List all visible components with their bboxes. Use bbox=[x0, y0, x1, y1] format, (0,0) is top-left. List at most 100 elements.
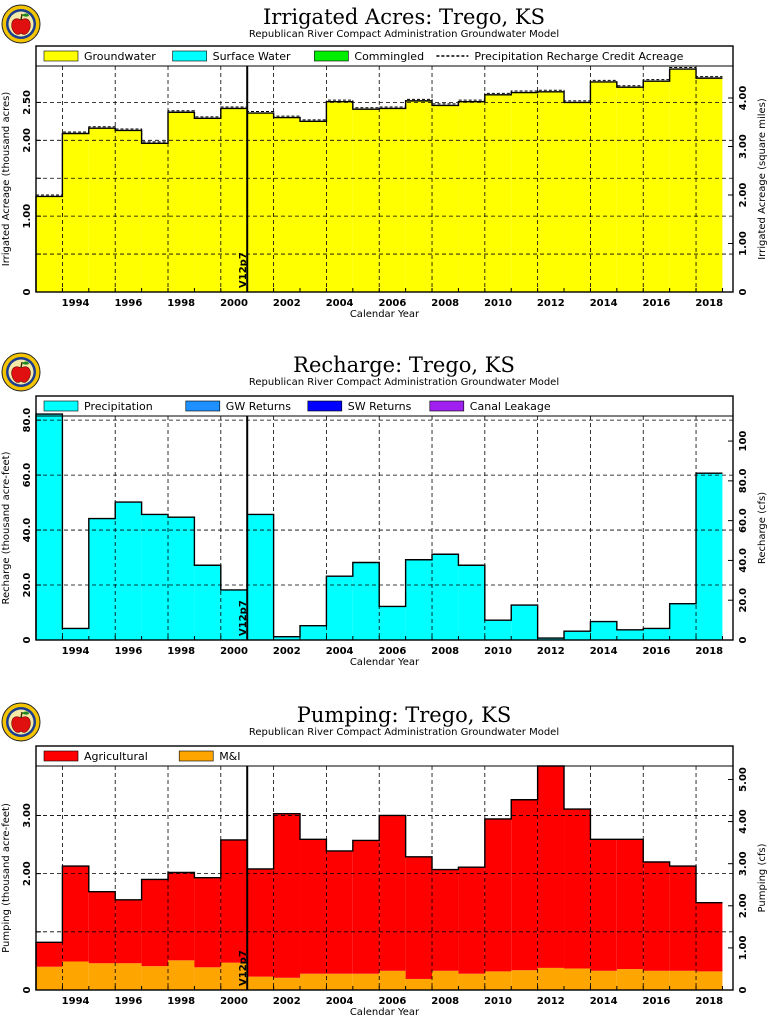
bar-m-i-1994 bbox=[62, 961, 89, 990]
bar-agricultural-2012 bbox=[537, 766, 565, 968]
bar-agricultural-2000 bbox=[220, 839, 248, 963]
chart-subtitle: Republican River Compact Administration … bbox=[249, 29, 559, 40]
bar-precipitation-2006 bbox=[379, 607, 406, 640]
y-axis-label: Irrigated Acreage (thousand acres) bbox=[1, 92, 12, 267]
apple-logo bbox=[1, 352, 41, 392]
bar-precipitation-2000 bbox=[220, 590, 248, 640]
chart-subtitle: Republican River Compact Administration … bbox=[249, 377, 559, 388]
y-tick-label: 1.00 bbox=[22, 204, 33, 229]
x-tick-label: 1994 bbox=[62, 298, 90, 309]
version-marker-label: V12p7 bbox=[238, 950, 249, 986]
bar-agricultural-2013 bbox=[564, 809, 591, 969]
bar-agricultural-2015 bbox=[616, 839, 644, 970]
bar-groundwater-1998 bbox=[168, 112, 195, 292]
x-axis: 1994 1996 1998 2000 2002 2004 2006 2008 2010 2012… bbox=[62, 986, 723, 1018]
y2-tick-label: 1.00 bbox=[738, 231, 749, 256]
bar-m-i-1996 bbox=[115, 963, 142, 990]
legend-swatch bbox=[185, 400, 221, 412]
x-tick-label: 2000 bbox=[220, 996, 248, 1007]
bar-agricultural-1998 bbox=[168, 872, 195, 961]
bar-agricultural-2002 bbox=[273, 813, 301, 978]
bar-precipitation-1996 bbox=[115, 502, 142, 640]
bar-agricultural-2008 bbox=[432, 869, 459, 971]
y-axis-left: 0 20.0 40.0 60.0 80.0 Recharge (thousand acre… bbox=[1, 408, 41, 643]
bar-agricultural-2006 bbox=[379, 815, 406, 971]
version-marker-label: V12p7 bbox=[238, 600, 249, 636]
bar-m-i-2002 bbox=[273, 977, 301, 990]
x-tick-label: 2016 bbox=[643, 996, 671, 1007]
plot-frame bbox=[35, 745, 734, 991]
y-tick-label: 80.0 bbox=[22, 408, 33, 433]
bar-groundwater-2014 bbox=[590, 81, 617, 292]
x-tick-label: 1998 bbox=[167, 298, 195, 309]
bar-groundwater-2010 bbox=[484, 94, 512, 293]
bar-groundwater-2001 bbox=[247, 113, 274, 292]
y2-tick-label: 60.0 bbox=[738, 508, 749, 533]
credit-acreage-line bbox=[36, 67, 723, 196]
legend-entry: Surface Water bbox=[213, 50, 291, 63]
y-axis-right: 0 1.00 2.00 3.00 4.00 5.00 Pumping (cfs) bbox=[728, 767, 768, 993]
y-axis-left: 0 2.00 3.00 Pumping (thousand acre-feet) bbox=[1, 803, 41, 993]
x-tick-label: 2010 bbox=[484, 996, 512, 1007]
bar-m-i-2009 bbox=[458, 973, 485, 990]
x-tick-label: 2012 bbox=[537, 298, 565, 309]
bar-agricultural-2009 bbox=[458, 867, 485, 974]
x-tick-label: 2002 bbox=[273, 996, 301, 1007]
bar-groundwater-2003 bbox=[300, 121, 327, 292]
plot-frame bbox=[35, 395, 734, 641]
legend-swatch bbox=[178, 750, 214, 762]
bar-groundwater-2005 bbox=[352, 109, 380, 293]
legend-entry: Agricultural bbox=[84, 750, 148, 763]
y-tick-label: 0 bbox=[22, 986, 33, 993]
y-axis-right: 0 20.0 40.0 60.0 80.0 100 Recharge (cfs) bbox=[728, 431, 768, 643]
bar-m-i-1998 bbox=[168, 960, 195, 990]
bar-precipitation-2013 bbox=[564, 631, 591, 640]
bar-agricultural-2010 bbox=[484, 818, 512, 972]
x-tick-label: 2010 bbox=[484, 646, 512, 657]
bar-groundwater-2009 bbox=[458, 101, 485, 293]
y2-axis-label: Irrigated Acreage (square miles) bbox=[757, 98, 768, 260]
x-tick-label: 2000 bbox=[220, 298, 248, 309]
y2-tick-label: 5.00 bbox=[738, 767, 749, 792]
y-tick-label: 60.0 bbox=[22, 463, 33, 488]
y-tick-label: 0 bbox=[22, 636, 33, 643]
bar-m-i-2000 bbox=[220, 962, 248, 990]
x-tick-label: 2002 bbox=[273, 298, 301, 309]
bar-precipitation-2001 bbox=[247, 514, 274, 640]
bar-precipitation-2010 bbox=[484, 620, 512, 640]
x-tick-label: 2016 bbox=[643, 298, 671, 309]
bar-agricultural-2016 bbox=[643, 862, 670, 971]
chart-title: Recharge: Trego, KS bbox=[293, 353, 515, 377]
y2-tick-label: 4.00 bbox=[738, 86, 749, 111]
bar-groundwater-2004 bbox=[326, 101, 353, 293]
bar-agricultural-1994 bbox=[62, 866, 89, 962]
x-tick-label: 2012 bbox=[537, 996, 565, 1007]
bar-precipitation-2003 bbox=[300, 626, 327, 640]
y-axis-left: 0 1.00 2.00 2.50 Irrigated Acreage (thousand… bbox=[1, 90, 41, 295]
bar-m-i-2017 bbox=[669, 970, 697, 990]
x-axis-label: Calendar Year bbox=[350, 1007, 420, 1018]
bar-precipitation-1994 bbox=[62, 629, 89, 640]
bars bbox=[35, 765, 723, 990]
bar-agricultural-2018 bbox=[696, 902, 723, 972]
grid bbox=[36, 66, 733, 292]
legend: Groundwater Surface Water Commingled Precip… bbox=[36, 50, 733, 67]
x-tick-label: 2008 bbox=[431, 298, 459, 309]
x-tick-label: 2018 bbox=[695, 298, 723, 309]
legend-swatch bbox=[43, 400, 79, 412]
legend-entry: Precipitation bbox=[84, 400, 153, 413]
bars bbox=[35, 67, 723, 293]
bar-groundwater-1993 bbox=[36, 196, 63, 292]
x-tick-label: 2006 bbox=[378, 298, 406, 309]
bar-outline bbox=[35, 413, 723, 640]
bar-groundwater-2006 bbox=[379, 108, 406, 293]
y-tick-label: 2.00 bbox=[22, 861, 33, 886]
bar-precipitation-2014 bbox=[590, 622, 617, 640]
bar-m-i-2012 bbox=[537, 967, 565, 990]
bar-precipitation-1998 bbox=[168, 517, 195, 640]
y2-tick-label: 3.00 bbox=[738, 134, 749, 159]
y2-axis-label: Pumping (cfs) bbox=[757, 843, 768, 912]
